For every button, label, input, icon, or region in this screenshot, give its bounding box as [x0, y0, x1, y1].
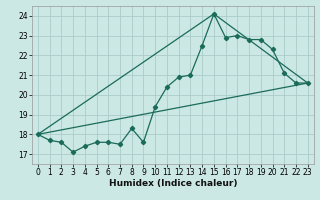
X-axis label: Humidex (Indice chaleur): Humidex (Indice chaleur)	[108, 179, 237, 188]
